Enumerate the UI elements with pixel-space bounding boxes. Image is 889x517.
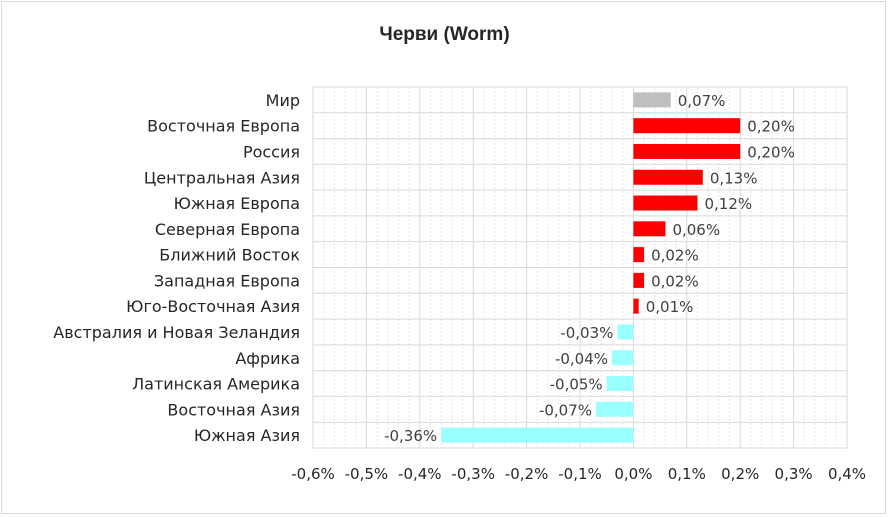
grid bbox=[312, 86, 848, 449]
data-label: 0,13% bbox=[710, 169, 758, 187]
x-tick-label: -0,2% bbox=[505, 465, 549, 483]
data-label: 0,01% bbox=[646, 298, 694, 316]
x-tick-label: 0,1% bbox=[668, 465, 706, 483]
bar bbox=[633, 195, 698, 211]
x-tick-label: 0,0% bbox=[614, 465, 652, 483]
chart-title: Черви (Worm) bbox=[379, 24, 510, 45]
data-label: 0,20% bbox=[747, 143, 795, 161]
data-label: 0,02% bbox=[651, 247, 699, 265]
bar bbox=[633, 118, 741, 134]
data-label: -0,36% bbox=[384, 427, 437, 445]
bar bbox=[596, 401, 634, 417]
category-label: Латинская Америка bbox=[132, 375, 300, 394]
x-tick-label: -0,6% bbox=[291, 465, 335, 483]
x-tick-label: 0,4% bbox=[828, 465, 866, 483]
category-label: Южная Европа bbox=[174, 194, 300, 213]
data-label: -0,05% bbox=[550, 376, 603, 394]
bar bbox=[441, 427, 634, 443]
data-label: 0,12% bbox=[704, 195, 752, 213]
category-label: Ближний Восток bbox=[159, 246, 300, 265]
category-labels: Мир Восточная Европа Россия Центральная Ази… bbox=[53, 91, 300, 445]
category-label: Восточная Европа bbox=[147, 117, 300, 136]
bar bbox=[617, 324, 634, 340]
data-label: -0,07% bbox=[539, 401, 592, 419]
category-label: Мир bbox=[266, 91, 300, 110]
bar bbox=[633, 247, 645, 263]
data-label: -0,03% bbox=[560, 324, 613, 342]
bar bbox=[606, 376, 634, 392]
bar bbox=[633, 143, 741, 159]
category-label: Северная Европа bbox=[155, 220, 300, 239]
category-label: Центральная Азия bbox=[144, 168, 300, 187]
data-label: 0,02% bbox=[651, 272, 699, 290]
bar bbox=[633, 272, 645, 288]
category-label: Южная Азия bbox=[194, 426, 300, 445]
bar bbox=[633, 92, 671, 108]
category-label: Африка bbox=[235, 349, 300, 368]
bar bbox=[633, 221, 666, 237]
category-label: Западная Европа bbox=[154, 271, 300, 290]
bar bbox=[633, 298, 639, 314]
x-tick-label: -0,5% bbox=[345, 465, 389, 483]
data-label: -0,04% bbox=[555, 350, 608, 368]
category-label: Юго-Восточная Азия bbox=[126, 297, 300, 316]
bars bbox=[441, 92, 741, 443]
category-label: Восточная Азия bbox=[167, 400, 300, 419]
x-tick-label: -0,1% bbox=[558, 465, 602, 483]
data-label: 0,07% bbox=[678, 92, 726, 110]
x-tick-label: 0,2% bbox=[721, 465, 759, 483]
x-tick-label: 0,3% bbox=[775, 465, 813, 483]
data-label: 0,06% bbox=[672, 221, 720, 239]
bar bbox=[633, 169, 703, 185]
x-tick-label: -0,4% bbox=[398, 465, 442, 483]
x-tick-label: -0,3% bbox=[451, 465, 495, 483]
x-tick-labels: -0,6% -0,5% -0,4% -0,3% -0,2% -0,1% 0,0% 0,1% 0,… bbox=[291, 465, 866, 483]
category-label: Австралия и Новая Зеландия bbox=[53, 323, 300, 342]
category-label: Россия bbox=[243, 142, 300, 161]
data-label: 0,20% bbox=[747, 118, 795, 136]
data-labels: 0,07% 0,20% 0,20% 0,13% 0,12% 0,06% 0,02% 0,02%… bbox=[384, 92, 795, 445]
bar bbox=[612, 350, 634, 366]
